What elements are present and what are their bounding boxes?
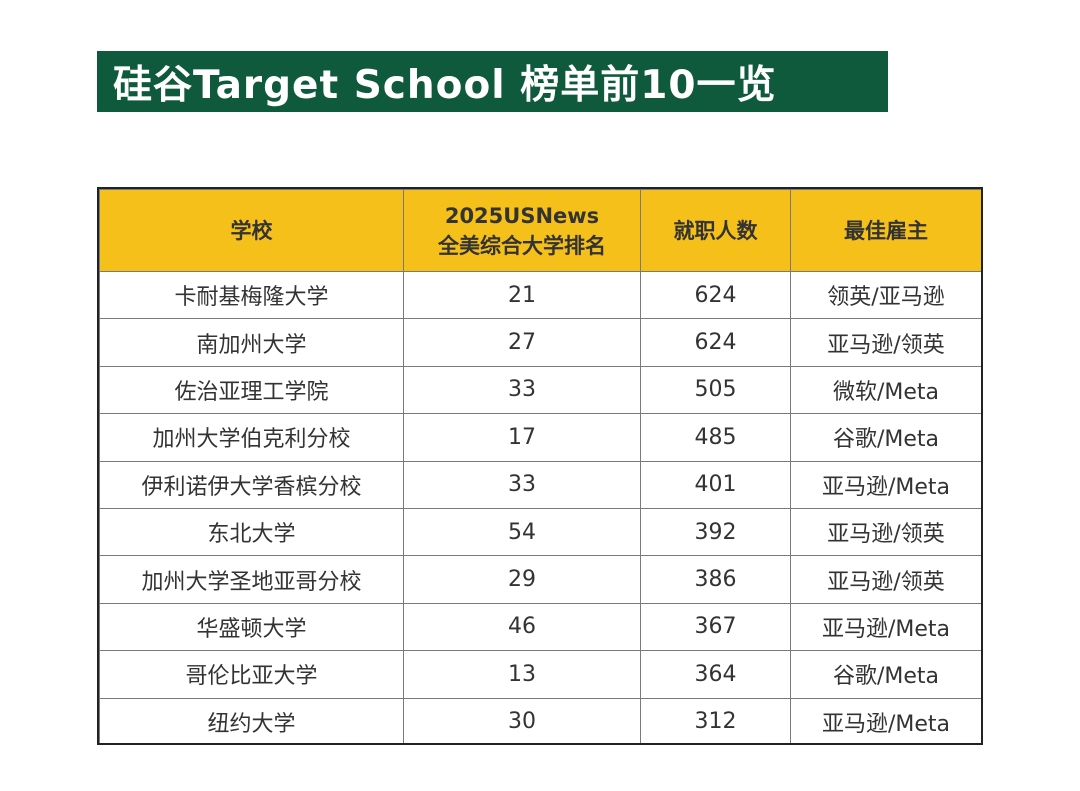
- table-row: 加州大学圣地亚哥分校 29 386 亚马逊/领英: [99, 555, 981, 604]
- cell-employer: 亚马逊/Meta: [790, 602, 981, 652]
- cell-rank: 29: [403, 555, 641, 604]
- cell-school: 加州大学伯克利分校: [99, 413, 404, 462]
- cell-rank: 30: [403, 697, 641, 743]
- ranking-table: 学校 2025USNews 全美综合大学排名 就职人数 最佳雇主 卡耐基梅隆大学…: [99, 189, 981, 743]
- cell-employees: 485: [640, 413, 791, 462]
- cell-rank: 17: [403, 413, 641, 462]
- page-title: 硅谷Target School 榜单前10一览: [113, 62, 777, 108]
- cell-employer: 亚马逊/Meta: [790, 460, 981, 509]
- cell-school: 华盛顿大学: [99, 602, 404, 652]
- table-row: 卡耐基梅隆大学 21 624 领英/亚马逊: [99, 270, 981, 320]
- cell-school: 加州大学圣地亚哥分校: [99, 555, 404, 604]
- cell-employees: 505: [640, 365, 791, 415]
- cell-employees: 386: [640, 555, 791, 604]
- table-row: 加州大学伯克利分校 17 485 谷歌/Meta: [99, 413, 981, 462]
- table-row: 哥伦比亚大学 13 364 谷歌/Meta: [99, 650, 981, 699]
- cell-employees: 392: [640, 507, 791, 557]
- cell-rank: 33: [403, 365, 641, 415]
- table-header-row: 学校 2025USNews 全美综合大学排名 就职人数 最佳雇主: [99, 189, 981, 272]
- cell-rank: 13: [403, 650, 641, 699]
- cell-rank: 54: [403, 507, 641, 557]
- cell-employer: 亚马逊/领英: [790, 555, 981, 604]
- title-banner: 硅谷Target School 榜单前10一览: [97, 51, 888, 112]
- table-row: 伊利诺伊大学香槟分校 33 401 亚马逊/Meta: [99, 460, 981, 509]
- header-employer: 最佳雇主: [790, 189, 981, 272]
- cell-employees: 364: [640, 650, 791, 699]
- ranking-table-container: 学校 2025USNews 全美综合大学排名 就职人数 最佳雇主 卡耐基梅隆大学…: [97, 187, 983, 745]
- cell-school: 伊利诺伊大学香槟分校: [99, 460, 404, 509]
- header-rank-line1: 2025USNews: [444, 203, 600, 228]
- table-row: 东北大学 54 392 亚马逊/领英: [99, 507, 981, 557]
- cell-employees: 401: [640, 460, 791, 509]
- cell-employees: 312: [640, 697, 791, 743]
- table-row: 纽约大学 30 312 亚马逊/Meta: [99, 697, 981, 743]
- header-school: 学校: [99, 189, 404, 272]
- header-rank-line2: 全美综合大学排名: [438, 233, 606, 258]
- cell-employer: 领英/亚马逊: [790, 270, 981, 320]
- cell-employer: 谷歌/Meta: [790, 413, 981, 462]
- cell-employer: 亚马逊/Meta: [790, 697, 981, 743]
- cell-employer: 亚马逊/领英: [790, 318, 981, 367]
- header-employees: 就职人数: [640, 189, 791, 272]
- cell-school: 哥伦比亚大学: [99, 650, 404, 699]
- cell-employees: 624: [640, 318, 791, 367]
- cell-school: 卡耐基梅隆大学: [99, 270, 404, 320]
- cell-employer: 亚马逊/领英: [790, 507, 981, 557]
- cell-school: 南加州大学: [99, 318, 404, 367]
- cell-employer: 微软/Meta: [790, 365, 981, 415]
- cell-rank: 27: [403, 318, 641, 367]
- cell-employees: 367: [640, 602, 791, 652]
- table-row: 佐治亚理工学院 33 505 微软/Meta: [99, 365, 981, 415]
- table-row: 华盛顿大学 46 367 亚马逊/Meta: [99, 602, 981, 652]
- cell-rank: 21: [403, 270, 641, 320]
- cell-school: 纽约大学: [99, 697, 404, 743]
- cell-rank: 33: [403, 460, 641, 509]
- cell-employees: 624: [640, 270, 791, 320]
- cell-rank: 46: [403, 602, 641, 652]
- cell-employer: 谷歌/Meta: [790, 650, 981, 699]
- table-row: 南加州大学 27 624 亚马逊/领英: [99, 318, 981, 367]
- cell-school: 东北大学: [99, 507, 404, 557]
- cell-school: 佐治亚理工学院: [99, 365, 404, 415]
- header-rank: 2025USNews 全美综合大学排名: [403, 189, 641, 272]
